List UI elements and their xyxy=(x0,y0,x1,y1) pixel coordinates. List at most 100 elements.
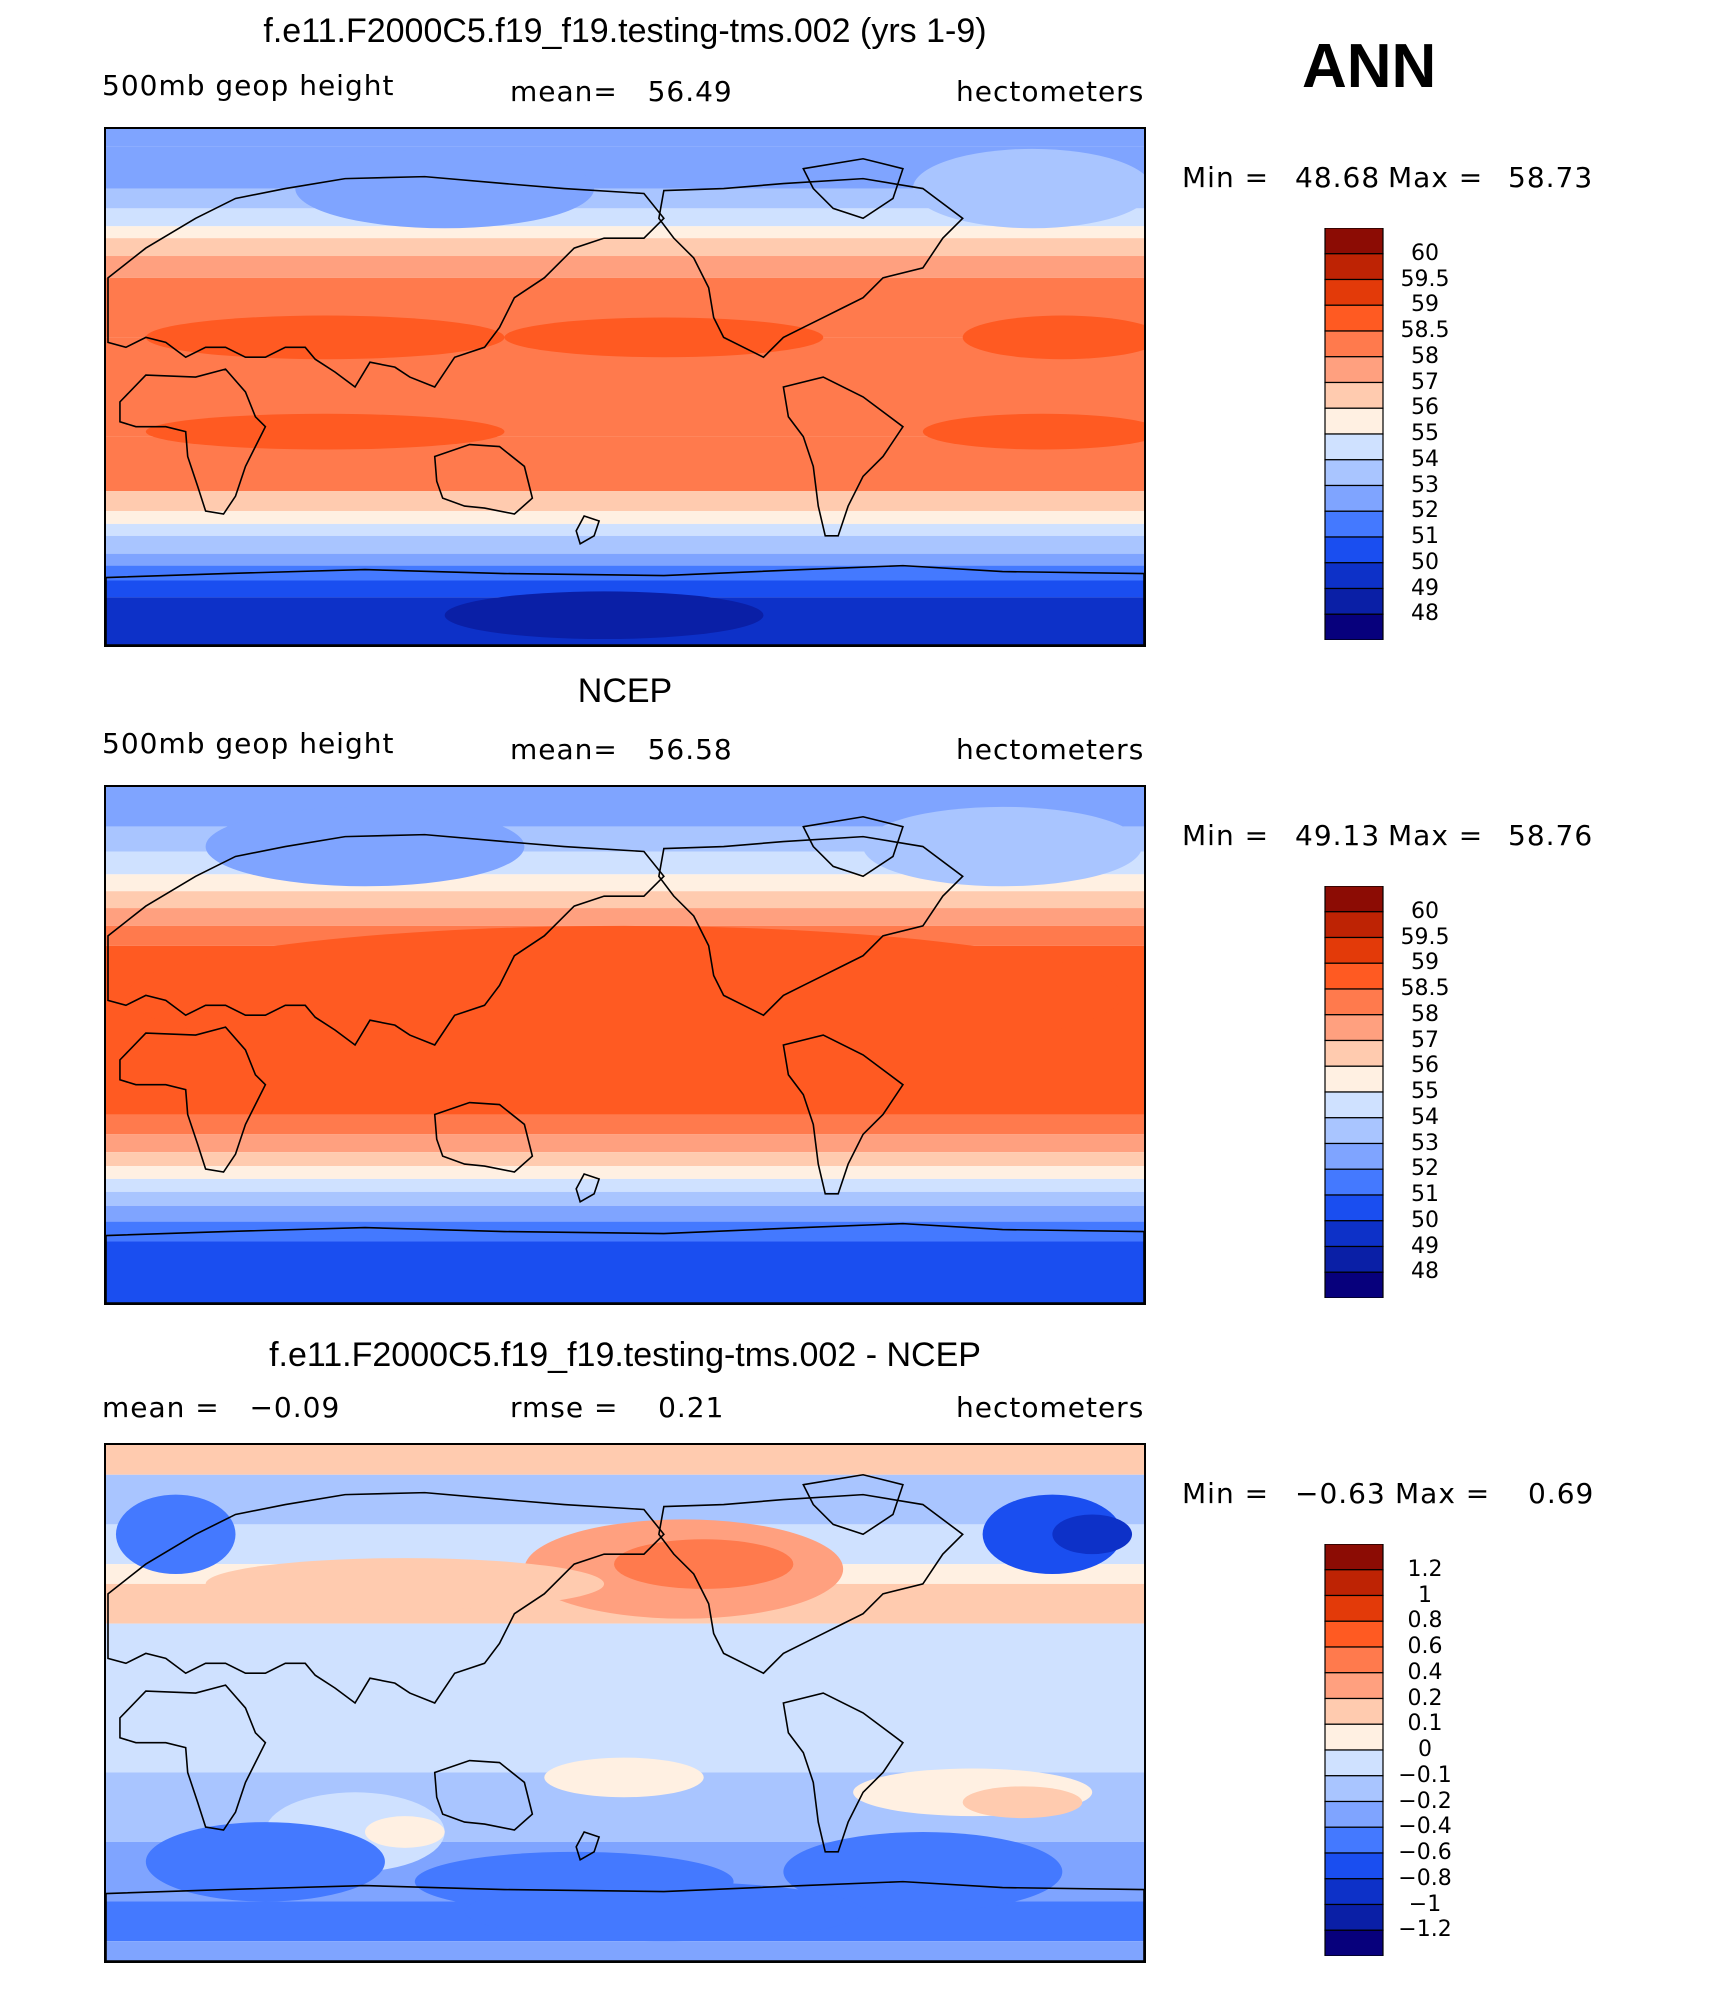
coastline xyxy=(802,815,904,878)
colorbar-label: 57 xyxy=(1411,369,1439,395)
colorbar-swatch xyxy=(1324,356,1384,384)
field-contour xyxy=(783,1832,1063,1912)
colorbar-swatch xyxy=(1324,484,1384,512)
field-band xyxy=(106,1623,1144,1773)
colorbar-swatch xyxy=(1324,459,1384,487)
season-label: ANN xyxy=(1302,32,1437,101)
colorbar-swatch xyxy=(1324,381,1384,409)
panel-1-map xyxy=(104,127,1146,647)
colorbar-swatch xyxy=(1324,1220,1384,1248)
colorbar-swatch xyxy=(1324,1142,1384,1170)
colorbar-swatch xyxy=(1324,510,1384,538)
colorbar-label: 53 xyxy=(1411,1130,1439,1156)
coastline xyxy=(107,1491,665,1705)
colorbar-label: 60 xyxy=(1411,240,1439,266)
colorbar-swatch xyxy=(1324,1620,1384,1648)
colorbar-swatch xyxy=(1324,613,1384,640)
panel-2-title: NCEP xyxy=(577,672,673,710)
coastline xyxy=(802,157,904,220)
coastline xyxy=(107,833,665,1047)
field-band xyxy=(106,1114,1144,1135)
panel-1-mean-label: mean= 56.49 xyxy=(510,75,733,108)
colorbar-swatch xyxy=(1324,1826,1384,1854)
colorbar-label: 57 xyxy=(1411,1027,1439,1053)
colorbar-label: 56 xyxy=(1411,1053,1439,1079)
colorbar-swatch xyxy=(1324,1569,1384,1597)
field-anomalies xyxy=(125,806,1143,1065)
panel-1-left-label: 500mb geop height xyxy=(102,69,395,102)
panel-1-map-svg xyxy=(106,129,1144,645)
panel-2-mean-label: mean= 56.58 xyxy=(510,733,733,766)
coastline xyxy=(107,175,665,389)
colorbar-label: 1 xyxy=(1418,1582,1432,1608)
colorbar-label: −0.8 xyxy=(1398,1865,1452,1891)
panel-2-max-value: 58.76 xyxy=(1508,819,1594,852)
field-band xyxy=(106,535,1144,554)
coastline xyxy=(119,1684,267,1831)
field-contour xyxy=(125,925,1123,1065)
panel-2-map xyxy=(104,785,1146,1305)
colorbar-label: 50 xyxy=(1411,549,1439,575)
colorbar-swatch xyxy=(1324,988,1384,1016)
colorbar-swatch xyxy=(1324,536,1384,564)
field-contour xyxy=(912,148,1144,229)
coastline xyxy=(106,1880,1144,1961)
colorbar-label: 51 xyxy=(1411,1182,1439,1207)
colorbar-swatch xyxy=(1324,1775,1384,1803)
colorbar-swatch xyxy=(1324,1594,1384,1622)
colorbar-swatch xyxy=(1324,1646,1384,1674)
colorbar-label: 60 xyxy=(1411,898,1439,924)
colorbar-label: 0.1 xyxy=(1407,1711,1443,1737)
panel-3-colorbar-labels: 1.2 1 0.8 0.6 0.4 0.2 0.1 0 −0.1 −0.2 −0.4 −0.6 −0.8… xyxy=(1395,1544,1515,1956)
colorbar-swatch xyxy=(1324,330,1384,358)
colorbar-label: 58 xyxy=(1411,1001,1439,1027)
panel-1-min-value: 48.68 xyxy=(1295,161,1381,194)
field-band xyxy=(106,1191,1144,1206)
field-contour xyxy=(863,806,1143,887)
panel-2-min-label: Min = xyxy=(1182,819,1270,852)
panel-1-min-label: Min = xyxy=(1182,161,1270,194)
colorbar-swatch xyxy=(1324,1878,1384,1906)
coastline xyxy=(658,177,964,359)
colorbar-label: 59 xyxy=(1411,950,1439,976)
panel-3-max-value: 0.69 xyxy=(1528,1477,1595,1510)
colorbar-label: 48 xyxy=(1411,1259,1439,1285)
colorbar-label: 59.5 xyxy=(1400,266,1450,292)
panel-3-min-label: Min = xyxy=(1182,1477,1270,1510)
coastline xyxy=(433,1101,534,1173)
field-band xyxy=(106,580,1144,598)
colorbar-label: 48 xyxy=(1411,601,1439,627)
field-band xyxy=(106,129,1144,147)
coastline xyxy=(658,1493,964,1675)
colorbar-swatch xyxy=(1324,1014,1384,1042)
field-contour xyxy=(365,1816,445,1848)
field-band xyxy=(106,553,1144,566)
colorbar-swatch xyxy=(1324,1194,1384,1222)
colorbar-swatch xyxy=(1324,304,1384,332)
colorbar-label: 0.2 xyxy=(1407,1685,1443,1711)
colorbar-label: 0 xyxy=(1418,1737,1432,1762)
field-contour xyxy=(205,1558,605,1610)
colorbar-label: 55 xyxy=(1411,421,1439,446)
field-band xyxy=(106,891,1144,909)
field-contour xyxy=(922,413,1144,450)
panel-2-map-svg xyxy=(106,787,1144,1303)
colorbar-label: 52 xyxy=(1411,498,1439,524)
colorbar-label: 1.2 xyxy=(1407,1556,1443,1582)
field-contour xyxy=(504,317,824,358)
panel-1-colorbar xyxy=(1324,228,1384,640)
panel-3-colorbar xyxy=(1324,1544,1384,1956)
colorbar-swatch xyxy=(1324,1800,1384,1828)
colorbar-swatch xyxy=(1324,1929,1384,1956)
colorbar-swatch xyxy=(1324,228,1384,255)
panel-3-title: f.e11.F2000C5.f19_f19.testing-tms.002 - … xyxy=(269,1336,981,1374)
panel-3-min-value: −0.63 xyxy=(1295,1477,1386,1510)
coastline xyxy=(802,1473,904,1536)
panel-2-max-label: Max = xyxy=(1388,819,1484,852)
field-band xyxy=(106,908,1144,926)
coastline xyxy=(433,443,534,515)
panel-2-colorbar xyxy=(1324,886,1384,1298)
field-contour xyxy=(145,413,505,450)
panel-1-colorbar-labels: 60 59.5 59 58.5 58 57 56 55 54 53 52 51 50 49 48 xyxy=(1395,228,1515,640)
field-band xyxy=(106,1178,1144,1192)
